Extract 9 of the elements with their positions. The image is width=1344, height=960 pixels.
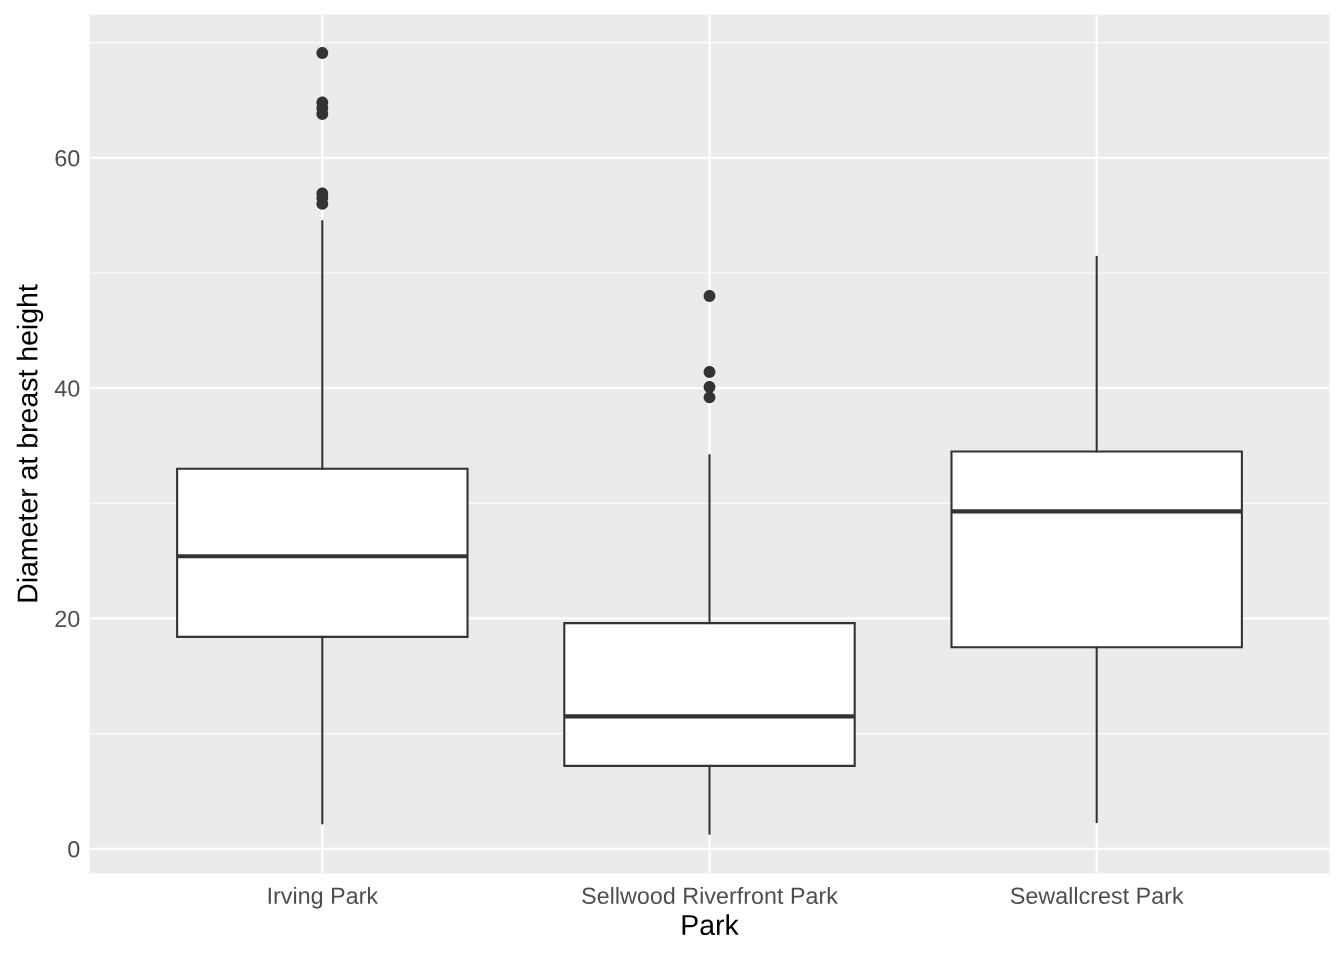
- y-tick-label: 0: [68, 840, 80, 858]
- y-tick-label: 20: [55, 610, 80, 628]
- y-tick-label: 60: [55, 149, 80, 167]
- x-tick-label: Irving Park: [268, 886, 379, 909]
- y-axis-title: Diameter at breast height: [16, 284, 44, 602]
- x-tick-label: Sellwood Riverfront Park: [582, 886, 838, 905]
- y-tick-label: 40: [54, 380, 80, 397]
- x-axis-title: Park: [682, 914, 739, 936]
- x-tick-label: Sewallcrest Park: [1010, 886, 1184, 905]
